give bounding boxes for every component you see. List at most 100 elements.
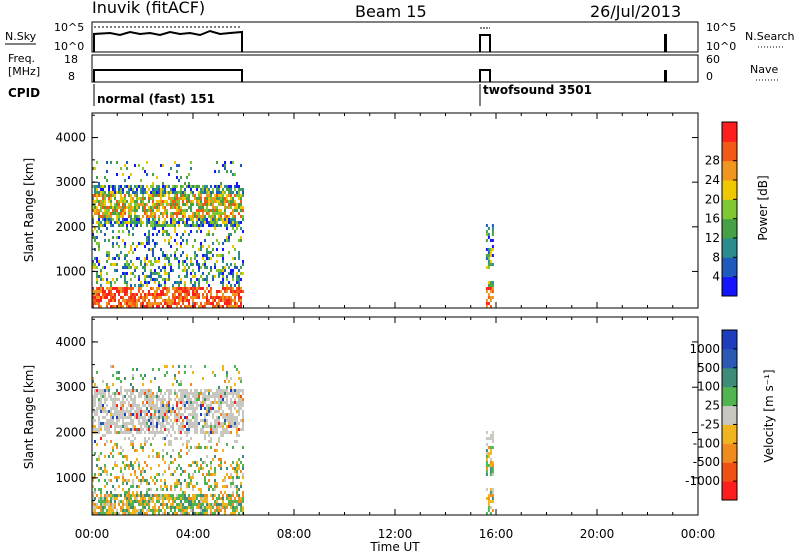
- colorbar-segment: [722, 443, 737, 463]
- data-cell: [186, 263, 188, 266]
- nsearch-tick-bottom: 10^0: [706, 40, 736, 53]
- data-cell: [118, 476, 120, 479]
- data-cell: [110, 473, 112, 476]
- data-cell: [142, 221, 144, 224]
- data-cell: [156, 425, 158, 428]
- data-cell: [120, 287, 122, 290]
- data-cell: [210, 425, 212, 428]
- data-cell: [489, 260, 492, 263]
- data-cell: [180, 437, 182, 440]
- data-cell: [188, 476, 190, 479]
- data-cell: [210, 401, 212, 404]
- data-cell: [96, 287, 98, 290]
- data-cell: [164, 224, 166, 227]
- data-cell: [485, 230, 488, 233]
- data-cell: [118, 245, 120, 248]
- data-cell: [156, 500, 158, 503]
- data-cell: [232, 173, 234, 176]
- data-cell: [150, 497, 152, 500]
- data-cell: [180, 392, 182, 395]
- data-cell: [134, 164, 136, 167]
- data-cell: [214, 455, 216, 458]
- data-cell: [487, 437, 490, 440]
- colorbar-segment: [722, 367, 737, 388]
- data-cell: [236, 428, 238, 431]
- data-cell: [224, 476, 226, 479]
- data-cell: [240, 221, 242, 224]
- data-cell: [222, 365, 224, 368]
- data-cell: [132, 401, 134, 404]
- data-cell: [164, 443, 166, 446]
- data-cell: [220, 305, 222, 308]
- beam-title: Beam 15: [355, 2, 427, 21]
- data-cell: [132, 233, 134, 236]
- data-cell: [485, 458, 488, 461]
- y-tick-label: 3000: [55, 380, 86, 394]
- data-cell: [148, 404, 150, 407]
- data-cell: [200, 221, 202, 224]
- data-cell: [180, 416, 182, 419]
- data-cell: [124, 413, 126, 416]
- data-cell: [168, 410, 170, 413]
- data-cell: [114, 206, 116, 209]
- data-cell: [182, 212, 184, 215]
- data-cell: [208, 473, 210, 476]
- data-cell: [206, 398, 208, 401]
- data-cell: [166, 422, 168, 425]
- data-cell: [206, 209, 208, 212]
- data-cell: [150, 467, 152, 470]
- data-cell: [172, 206, 174, 209]
- data-cell: [485, 452, 488, 455]
- data-cell: [168, 278, 170, 281]
- data-cell: [126, 218, 128, 221]
- data-cell: [108, 395, 110, 398]
- data-cell: [236, 434, 238, 437]
- data-cell: [128, 203, 130, 206]
- data-cell: [212, 392, 214, 395]
- data-cell: [194, 431, 196, 434]
- time-axis-label: Time UT: [369, 540, 420, 554]
- data-cell: [108, 290, 110, 293]
- data-cell: [485, 254, 488, 257]
- data-cell: [192, 416, 194, 419]
- data-cell: [92, 263, 94, 266]
- data-cell: [162, 293, 164, 296]
- data-cell: [242, 476, 244, 479]
- data-cell: [106, 512, 108, 515]
- data-cell: [98, 221, 100, 224]
- data-cell: [164, 470, 166, 473]
- data-cell: [128, 266, 130, 269]
- data-cell: [150, 488, 152, 491]
- data-cell: [110, 215, 112, 218]
- data-cell: [150, 395, 152, 398]
- data-cell: [176, 494, 178, 497]
- data-cell: [220, 395, 222, 398]
- data-cell: [226, 413, 228, 416]
- data-cell: [192, 506, 194, 509]
- data-cell: [242, 455, 244, 458]
- data-cell: [200, 305, 202, 308]
- data-cell: [236, 203, 238, 206]
- data-cell: [142, 467, 144, 470]
- data-cell: [96, 506, 98, 509]
- data-cell: [192, 194, 194, 197]
- data-cell: [148, 425, 150, 428]
- data-cell: [210, 290, 212, 293]
- data-cell: [164, 428, 166, 431]
- data-cell: [106, 419, 108, 422]
- data-cell: [156, 278, 158, 281]
- data-cell: [206, 464, 208, 467]
- data-cell: [170, 269, 172, 272]
- data-cell: [228, 239, 230, 242]
- data-cell: [224, 512, 226, 515]
- data-cell: [238, 281, 240, 284]
- data-cell: [146, 254, 148, 257]
- data-cell: [116, 431, 118, 434]
- data-cell: [94, 185, 96, 188]
- data-cell: [142, 197, 144, 200]
- data-cell: [202, 257, 204, 260]
- data-cell: [100, 188, 102, 191]
- data-cell: [122, 188, 124, 191]
- data-cell: [130, 494, 132, 497]
- data-cell: [216, 260, 218, 263]
